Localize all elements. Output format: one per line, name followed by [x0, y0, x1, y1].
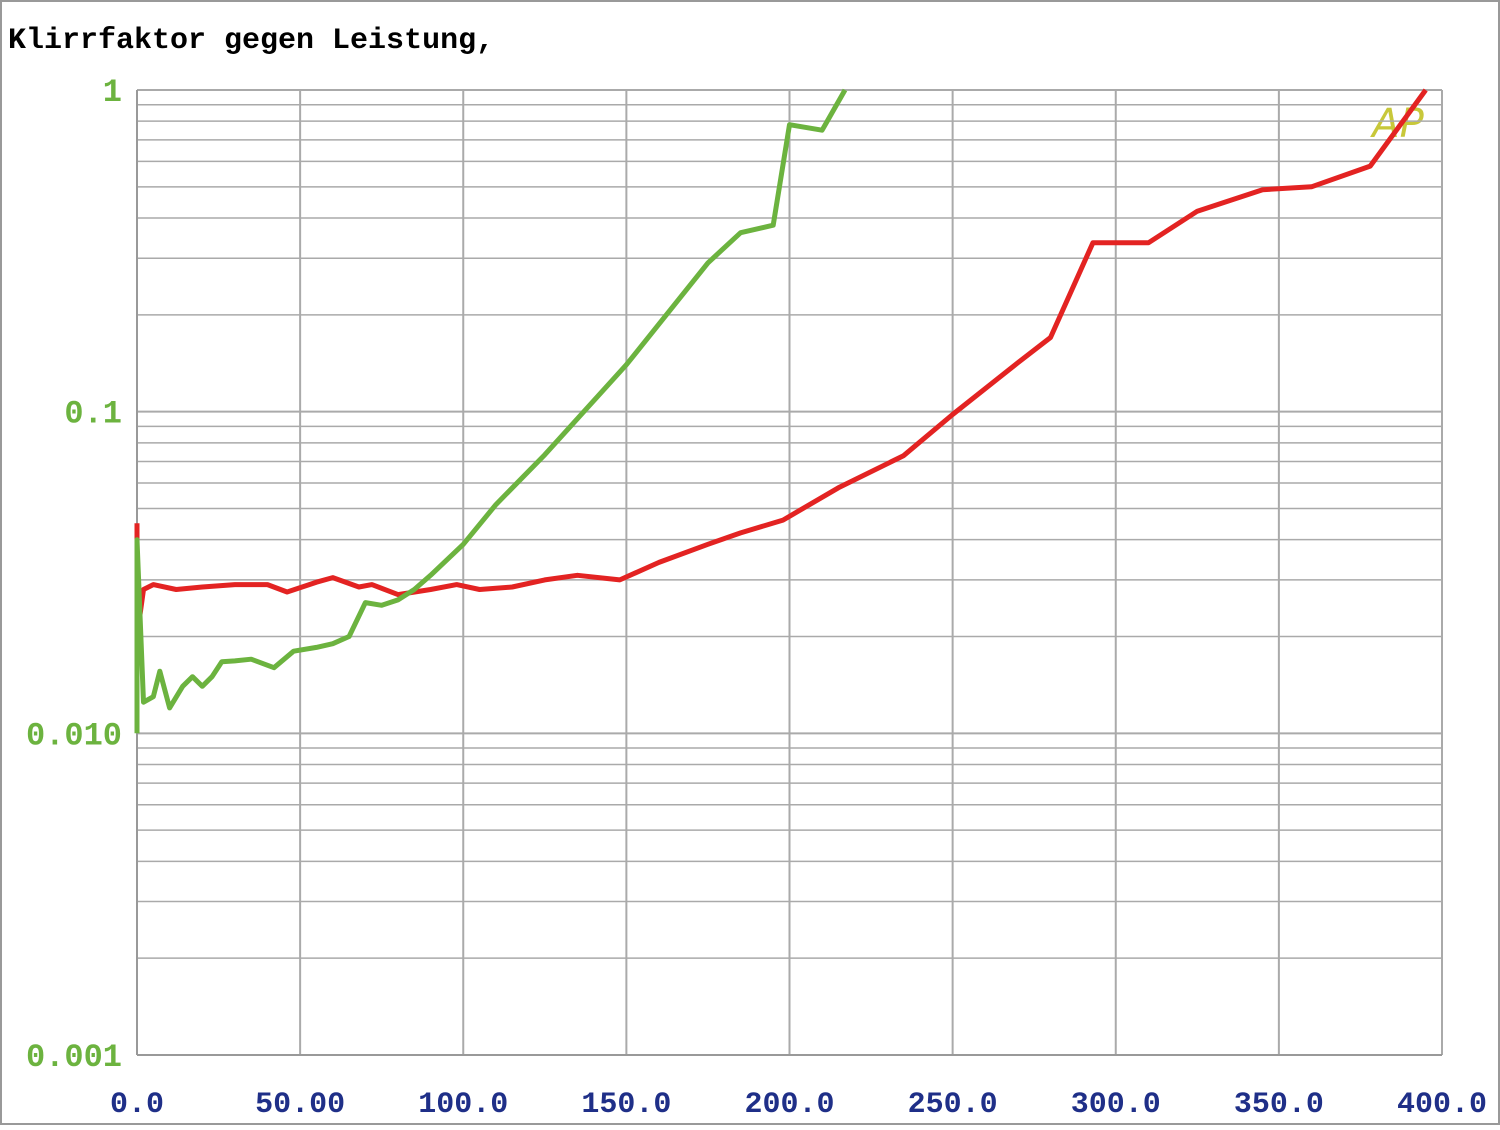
x-tick-label: 50.00	[255, 1088, 345, 1122]
y-tick-label: 0.010	[26, 717, 122, 754]
y-tick-label: 0.001	[26, 1039, 122, 1076]
data-line	[134, 88, 1428, 639]
y-tick-label: 0.1	[64, 396, 122, 433]
x-tick-label: 0.0	[110, 1088, 164, 1122]
y-tick-label: 1	[103, 74, 122, 111]
data-line	[134, 88, 848, 734]
x-tick-label: 250.0	[908, 1088, 998, 1122]
chart-title: Klirrfaktor gegen Leistung,	[8, 24, 494, 58]
x-tick-label: 400.0	[1397, 1088, 1487, 1122]
x-tick-label: 100.0	[418, 1088, 508, 1122]
x-tick-label: 200.0	[744, 1088, 834, 1122]
x-tick-label: 300.0	[1071, 1088, 1161, 1122]
x-tick-label: 150.0	[581, 1088, 671, 1122]
x-tick-label: 350.0	[1234, 1088, 1324, 1122]
